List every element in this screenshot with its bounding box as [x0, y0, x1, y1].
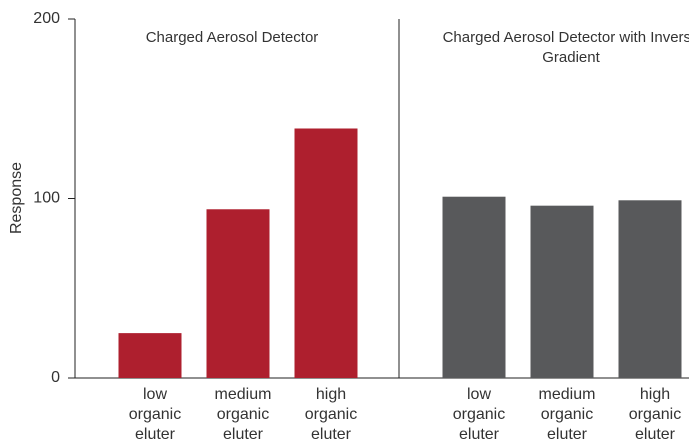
bar [442, 196, 506, 378]
bar [118, 333, 182, 378]
panel-title: Charged Aerosol Detector with Inverse Gr… [442, 29, 689, 66]
bar [618, 200, 682, 378]
panel-title: Charged Aerosol Detector [145, 29, 319, 46]
x-tick-label: medium organic eluter [538, 386, 596, 443]
y-axis-label: Response [8, 162, 25, 234]
x-tick-label: medium organic eluter [214, 386, 272, 443]
x-tick-label: low organic eluter [128, 386, 182, 443]
y-tick-label: 0 [51, 369, 60, 386]
bar [530, 205, 594, 378]
bar [294, 128, 358, 378]
y-tick-label: 200 [33, 10, 60, 27]
x-tick-label: low organic eluter [452, 386, 506, 443]
y-tick-label: 100 [33, 190, 60, 207]
x-tick-label: high organic eluter [628, 386, 682, 443]
bar [206, 209, 270, 378]
x-tick-label: high organic eluter [304, 386, 358, 443]
